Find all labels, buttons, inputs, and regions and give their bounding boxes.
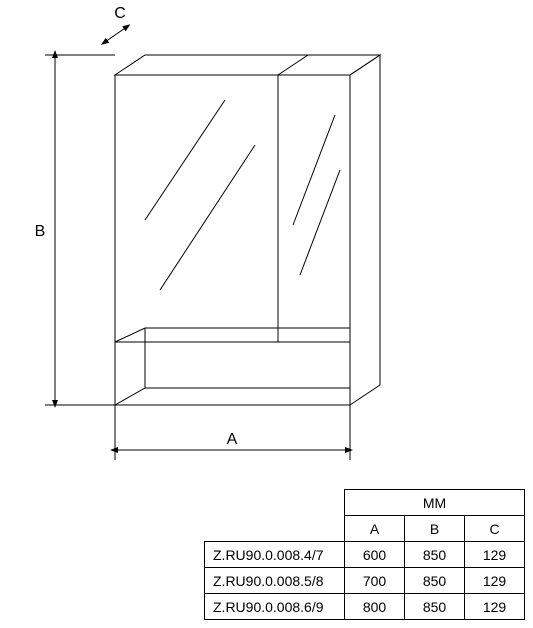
cell-value: 700 — [345, 568, 405, 594]
col-header-a: A — [345, 516, 405, 542]
dim-label-c: C — [114, 5, 126, 22]
cell-value: 850 — [405, 542, 465, 568]
part-number: Z.RU90.0.008.4/7 — [205, 542, 345, 568]
dimensions-table: MM A B C Z.RU90.0.008.4/7 600 850 129 Z.… — [204, 489, 525, 620]
table-row: Z.RU90.0.008.6/9 800 850 129 — [205, 594, 525, 620]
cell-value: 129 — [465, 542, 525, 568]
part-number: Z.RU90.0.008.6/9 — [205, 594, 345, 620]
col-header-c: C — [465, 516, 525, 542]
table-row: Z.RU90.0.008.4/7 600 850 129 — [205, 542, 525, 568]
cell-value: 850 — [405, 568, 465, 594]
cell-value: 600 — [345, 542, 405, 568]
cell-value: 850 — [405, 594, 465, 620]
dim-label-a: A — [227, 431, 238, 448]
cabinet-diagram: A B C — [0, 0, 533, 500]
cell-value: 129 — [465, 594, 525, 620]
part-number: Z.RU90.0.008.5/8 — [205, 568, 345, 594]
cell-value: 800 — [345, 594, 405, 620]
table-row: Z.RU90.0.008.5/8 700 850 129 — [205, 568, 525, 594]
cell-value: 129 — [465, 568, 525, 594]
table-header-unit-row: MM — [205, 490, 525, 516]
unit-header: MM — [345, 490, 525, 516]
dim-label-b: B — [35, 223, 46, 240]
col-header-b: B — [405, 516, 465, 542]
table-header-cols-row: A B C — [205, 516, 525, 542]
